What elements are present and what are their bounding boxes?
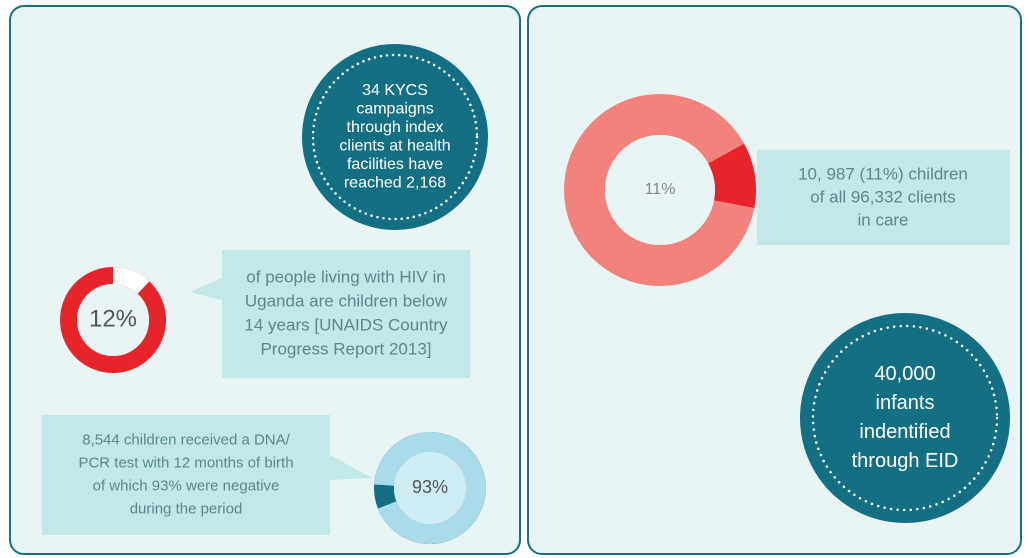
campaign-text: reached 2,168 — [344, 174, 446, 191]
campaign-text: facilities have — [347, 156, 443, 173]
dotted-ring — [811, 324, 999, 512]
callout-text: during the period — [130, 500, 243, 517]
callout-text: Progress Report 2013] — [260, 339, 431, 358]
dotted-ring — [311, 53, 479, 221]
donut-segment — [374, 432, 486, 544]
eid-text: indentified — [859, 421, 950, 443]
campaign-text: campaigns — [356, 100, 433, 117]
callout-text: 8,544 children received a DNA/ — [82, 431, 290, 448]
donut-center — [394, 452, 466, 524]
donut-label: 11% — [645, 181, 676, 198]
callout-text: in care — [857, 210, 908, 229]
campaign-text: through index — [347, 119, 444, 136]
callout-box — [42, 415, 372, 535]
callout-text: of all 96,332 clients — [810, 187, 956, 206]
callout-box — [190, 250, 470, 378]
campaign-text: clients at health — [339, 137, 450, 154]
callout-text: 14 years [UNAIDS Country — [244, 315, 448, 334]
donut-segment — [113, 267, 150, 294]
callout-text: 10, 987 (11%) children — [798, 164, 968, 183]
eid-text: infants — [876, 392, 935, 414]
callout-text: of which 93% were negative — [93, 477, 280, 494]
campaign-text: 34 KYCS — [362, 82, 428, 99]
callout-text: Uganda are children below — [245, 291, 448, 310]
donut-center — [605, 135, 715, 245]
callout-text: of people living with HIV in — [246, 267, 445, 286]
donut-label: 93% — [412, 477, 448, 497]
campaign-circle — [302, 44, 488, 230]
donut-center — [77, 284, 149, 356]
eid-text: through EID — [852, 450, 959, 472]
callout-text: PCR test with 12 months of birth — [78, 454, 293, 471]
donut-segment — [708, 143, 756, 208]
eid-text: 40,000 — [874, 363, 935, 385]
donut-label: 12% — [89, 305, 137, 332]
eid-circle — [800, 313, 1010, 523]
callout-box — [730, 150, 1010, 245]
